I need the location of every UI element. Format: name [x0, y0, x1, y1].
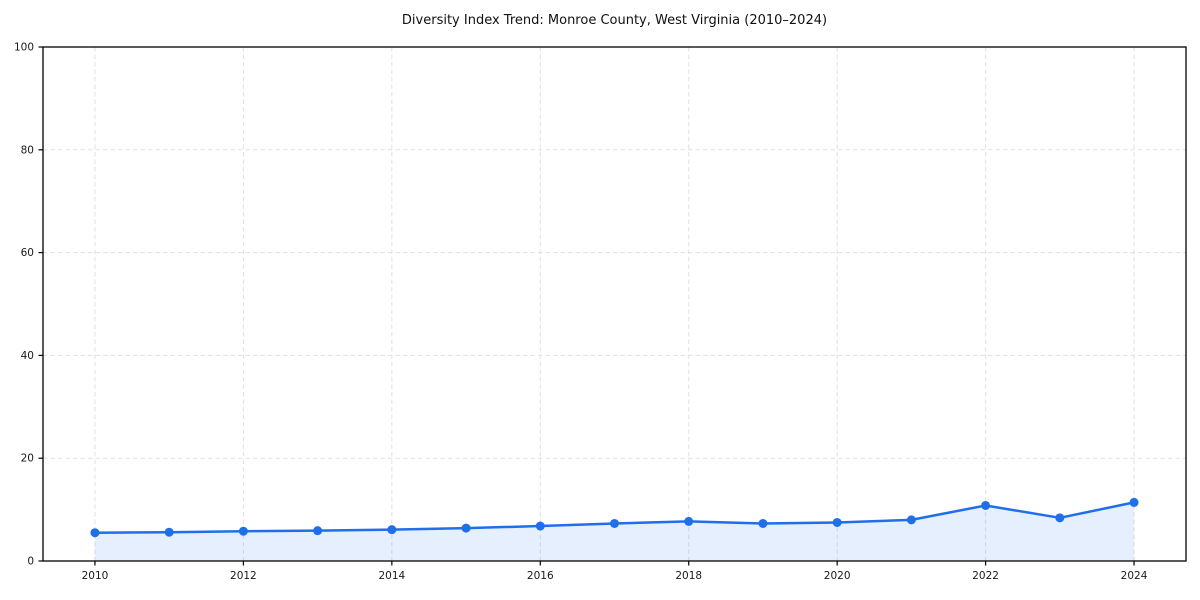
data-point [313, 526, 323, 536]
data-point [1055, 513, 1065, 523]
data-point [238, 526, 248, 536]
data-point [832, 517, 842, 527]
data-point [684, 516, 694, 526]
data-point [535, 521, 545, 531]
y-tick-label: 0 [27, 556, 34, 568]
area-fill [94, 502, 1135, 561]
x-tick-label: 2010 [82, 570, 109, 582]
data-point [164, 527, 174, 537]
data-point [610, 518, 619, 528]
data-point [461, 523, 471, 533]
data-point [981, 500, 991, 510]
data-point [906, 515, 916, 525]
x-tick-label: 2024 [1121, 570, 1148, 582]
x-tick-label: 2016 [527, 570, 554, 582]
y-tick-label: 60 [21, 247, 34, 259]
y-tick-label: 100 [14, 42, 34, 54]
x-tick-label: 2020 [824, 570, 851, 582]
data-point [758, 518, 768, 528]
y-tick-label: 40 [21, 350, 34, 362]
plot-border [42, 46, 1187, 562]
y-tick-label: 20 [21, 453, 34, 465]
data-point [1129, 497, 1139, 507]
chart-title: Diversity Index Trend: Monroe County, We… [401, 13, 828, 28]
y-tick-label: 80 [21, 144, 34, 156]
data-point [387, 525, 397, 535]
x-tick-label: 2022 [972, 570, 999, 582]
x-tick-label: 2012 [230, 570, 257, 582]
data-point [90, 528, 100, 538]
x-tick-label: 2018 [675, 570, 702, 582]
x-tick-label: 2014 [378, 570, 405, 582]
